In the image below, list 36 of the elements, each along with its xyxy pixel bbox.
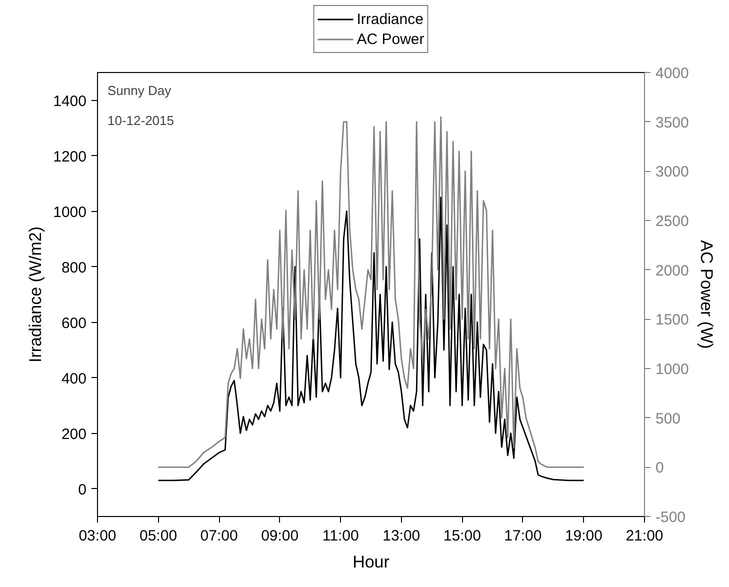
x-tick-label: 15:00 <box>443 528 481 544</box>
y-tick-label: 400 <box>61 370 87 388</box>
y2-tick-label: -500 <box>656 509 686 526</box>
y-tick-label: 0 <box>78 481 86 498</box>
y-tick-label: 200 <box>61 426 87 443</box>
x-tick-label: 11:00 <box>322 528 359 544</box>
x-tick-label: 19:00 <box>564 528 602 544</box>
annotation: 10-12-2015 <box>108 113 174 128</box>
legend-label: Irradiance <box>356 10 424 28</box>
y2-tick-label: 500 <box>656 410 681 428</box>
y2-tick-label: 1000 <box>656 361 689 378</box>
y2-tick-label: 0 <box>656 460 664 477</box>
y-tick-label: 1200 <box>53 148 87 166</box>
x-tick-label: 17:00 <box>504 528 542 544</box>
y-tick-label: 1400 <box>53 92 87 110</box>
annotation: Sunny Day <box>108 83 172 98</box>
x-tick-label: 07:00 <box>200 528 238 544</box>
y-tick-label: 1000 <box>53 204 87 221</box>
y2-axis-title: AC Power (W) <box>696 240 716 349</box>
y-tick-label: 800 <box>61 259 87 276</box>
line-series <box>158 196 584 482</box>
x-axis-title: Hour <box>352 552 390 572</box>
y2-tick-label: 1500 <box>656 312 689 329</box>
y2-tick-label: 2500 <box>656 213 689 230</box>
y2-tick-label: 3000 <box>656 164 689 181</box>
legend-label: AC Power <box>356 30 424 48</box>
y2-tick-label: 4000 <box>656 65 689 82</box>
x-tick-label: 09:00 <box>261 528 299 544</box>
x-tick-label: 13:00 <box>382 528 420 544</box>
y-axis-title: Irradiance (W/m2) <box>26 226 46 363</box>
x-tick-label: 21:00 <box>626 528 664 544</box>
y2-tick-label: 2000 <box>656 262 689 280</box>
x-tick-label: 03:00 <box>78 528 116 544</box>
x-tick-label: 05:00 <box>140 528 178 544</box>
y2-tick-label: 3500 <box>656 114 689 132</box>
y-tick-label: 600 <box>61 314 87 332</box>
